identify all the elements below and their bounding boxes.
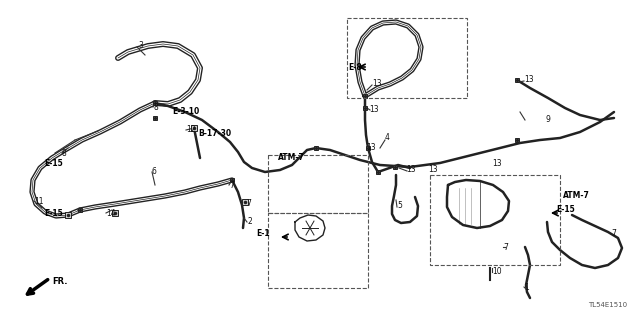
Text: ATM-7: ATM-7 (563, 191, 590, 201)
Bar (392, 165, 397, 169)
Text: FR.: FR. (52, 277, 67, 286)
Text: 13: 13 (492, 159, 502, 167)
Text: E-15: E-15 (44, 209, 63, 218)
Bar (268, 155, 368, 213)
Text: 13: 13 (524, 76, 534, 85)
Text: 2: 2 (247, 218, 252, 226)
Bar (363, 106, 367, 110)
Text: 8: 8 (62, 149, 67, 158)
Text: 7: 7 (611, 228, 616, 238)
Bar (112, 210, 118, 216)
Text: E-8: E-8 (348, 63, 362, 71)
Text: E-15: E-15 (556, 205, 575, 214)
Text: 13: 13 (372, 79, 381, 88)
Bar (152, 116, 157, 120)
Bar (430, 175, 560, 265)
Text: 13: 13 (366, 144, 376, 152)
Bar (191, 125, 197, 131)
Text: TL54E1510: TL54E1510 (588, 302, 627, 308)
Text: 4: 4 (385, 132, 390, 142)
Text: 3: 3 (138, 41, 143, 49)
Text: 6: 6 (152, 167, 157, 176)
Text: 12: 12 (186, 125, 195, 135)
Text: E-3-10: E-3-10 (172, 108, 199, 116)
Text: 7: 7 (229, 181, 234, 189)
Text: 10: 10 (492, 268, 502, 277)
Bar (363, 94, 367, 98)
Bar (152, 101, 157, 105)
Bar (365, 146, 371, 150)
Text: 8: 8 (153, 102, 157, 112)
Text: 1: 1 (524, 283, 529, 292)
Bar (65, 212, 71, 218)
Bar (347, 18, 467, 98)
Bar (242, 199, 248, 205)
Bar (230, 178, 234, 182)
Text: 9: 9 (545, 115, 550, 124)
Bar (376, 170, 380, 174)
Bar (77, 208, 83, 212)
Text: E-15: E-15 (44, 159, 63, 167)
Text: 7: 7 (503, 242, 508, 251)
Text: ATM-7: ATM-7 (278, 152, 305, 161)
Text: B-17-30: B-17-30 (198, 130, 231, 138)
Bar (515, 78, 520, 82)
Text: 13: 13 (369, 105, 379, 114)
Text: 13: 13 (406, 166, 415, 174)
Bar (515, 138, 520, 142)
Text: 7: 7 (246, 198, 251, 207)
Text: 5: 5 (397, 202, 402, 211)
Text: 13: 13 (428, 166, 438, 174)
Text: 14: 14 (106, 209, 116, 218)
Text: 11: 11 (34, 197, 44, 205)
Text: E-1: E-1 (256, 229, 269, 239)
Bar (268, 213, 368, 288)
Bar (314, 146, 319, 150)
